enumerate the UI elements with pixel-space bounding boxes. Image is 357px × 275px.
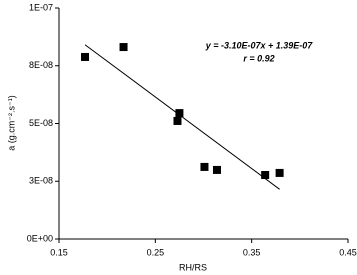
data-point <box>81 52 90 61</box>
data-point <box>119 43 128 52</box>
y-tick-label: 5E-08 <box>29 118 53 128</box>
equation: y = -3.10E-07x + 1.39E-07 <box>205 40 314 50</box>
y-tick-label: 3E-08 <box>29 176 53 186</box>
data-point <box>200 162 209 171</box>
x-tick-label: 0.45 <box>339 247 357 257</box>
x-tick-label: 0.15 <box>50 247 68 257</box>
x-axis-label: RH/RS <box>179 262 207 272</box>
x-tick-label: 0.35 <box>243 247 261 257</box>
x-tick-label: 0.25 <box>147 247 165 257</box>
y-tick-label: 8E-08 <box>29 60 53 70</box>
data-point <box>175 109 184 118</box>
y-tick-label: 1E-07 <box>29 2 53 12</box>
y-tick-label: 0E+00 <box>27 233 53 243</box>
data-point <box>275 168 284 177</box>
data-point <box>212 165 221 174</box>
data-point <box>173 116 182 125</box>
y-axis-label: a (g.cm⁻².s⁻¹) <box>6 95 16 151</box>
correlation: r = 0.92 <box>243 53 274 63</box>
data-point <box>261 171 270 180</box>
